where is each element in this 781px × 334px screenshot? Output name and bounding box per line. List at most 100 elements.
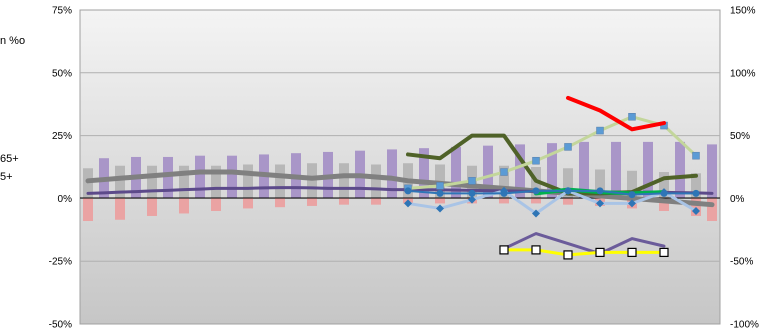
data-point [596,126,604,135]
series-line [406,133,698,196]
bar [243,164,253,199]
data-point [564,187,572,195]
bar [579,141,589,199]
series-line [406,189,698,215]
data-point [628,113,636,121]
data-point [692,189,700,197]
series-line [85,169,715,208]
age-label-fragment-2: 5+ [0,171,13,183]
bar [211,165,221,199]
y-left-tick-label: -25% [49,257,72,268]
y-left-tick-label: 25% [52,131,72,142]
bar [115,198,125,220]
series-line [502,248,666,257]
y-right-tick-label: 100% [730,68,756,79]
y-left-tick-label: 0% [58,194,73,205]
bar [243,198,253,209]
bar [707,198,717,222]
y-right-tick-label: -100% [730,320,759,331]
series-line [566,95,666,132]
data-point [499,245,509,255]
bar [595,169,605,199]
data-point [596,199,604,208]
data-point [595,247,605,258]
data-point [564,143,572,151]
data-point [468,195,476,204]
data-point [531,245,541,255]
y-left-tick-label: 75% [52,6,72,17]
bar [227,155,237,199]
data-point [628,199,636,208]
bar [691,173,701,199]
bar [179,165,189,199]
bar [307,198,317,206]
y-left-tick-label: 50% [52,68,72,79]
bar [627,170,637,199]
bar [115,165,125,199]
data-point [468,177,476,185]
bar [211,198,221,211]
bar [371,198,381,205]
bar [83,168,93,199]
bar [83,198,93,222]
data-point [596,187,604,195]
bar [419,148,429,199]
bar [275,198,285,208]
data-point [500,189,508,197]
bar [195,155,205,199]
bar [339,163,349,199]
data-point [563,250,573,260]
data-point [468,189,476,197]
series-line [502,232,666,256]
bar [451,146,461,199]
data-point [436,189,444,197]
bar [435,198,445,204]
bar [659,172,669,199]
bar [307,163,317,199]
y-left-tick-label: -50% [49,320,72,331]
bar [659,198,669,211]
tick-labels: 75% 150% 50% 100% 25% 50% 0% 0% -25% -50% -50% -100… [49,6,759,331]
age-label-fragment-1: 65+ [0,153,19,165]
unit-label-fragment: n %o [0,35,26,47]
bar [147,198,157,216]
data-point [692,151,700,160]
y-right-tick-label: 150% [730,6,756,17]
y-right-tick-label: 0% [730,194,745,205]
bar [499,198,509,204]
bar [147,165,157,199]
bar [371,164,381,199]
bar [611,141,621,199]
bar [339,198,349,205]
data-point [500,168,508,176]
series-line [406,115,698,190]
bar [515,144,525,199]
bar [275,164,285,199]
bar [387,149,397,199]
bar [483,145,493,199]
line-layer [85,95,715,260]
data-point [532,187,540,195]
bar [531,198,541,204]
bar [547,143,557,199]
data-point [627,247,637,258]
y-right-tick-label: -50% [730,257,753,268]
data-point [532,209,540,218]
data-point [436,182,444,190]
data-point [404,199,412,208]
data-point [436,204,444,213]
bar [563,198,573,205]
bar [499,165,509,199]
plot-area [79,9,721,325]
bar [643,141,653,199]
data-point [628,191,636,199]
data-point [532,156,540,165]
bar [707,144,717,199]
data-point [660,189,668,197]
bar [563,168,573,199]
series-line [407,189,697,196]
data-point [404,187,412,195]
data-point [659,247,669,258]
bar [163,156,173,199]
